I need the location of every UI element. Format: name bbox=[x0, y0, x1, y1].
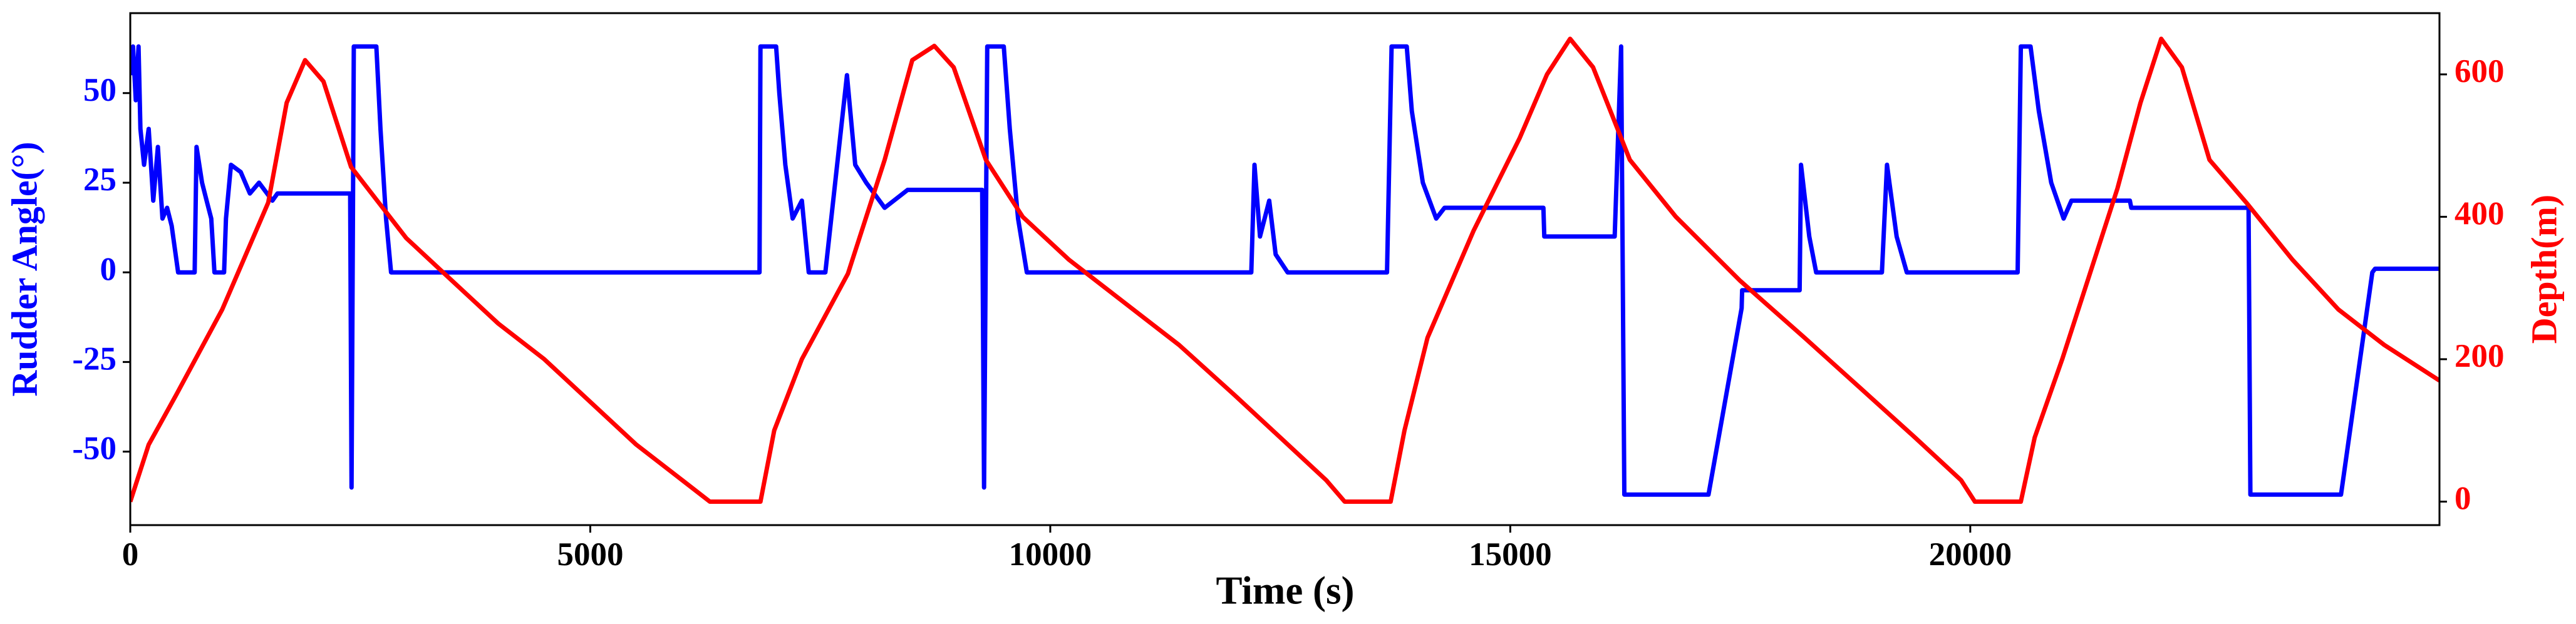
y2-tick-label: 200 bbox=[2454, 338, 2505, 374]
data-line bbox=[130, 36, 2439, 504]
y-tick-label: -25 bbox=[72, 341, 116, 377]
x-tick-label: 10000 bbox=[1009, 536, 1092, 573]
y-tick-label: 0 bbox=[100, 251, 117, 287]
plot-frame bbox=[129, 12, 2441, 526]
y2-tick-label: 0 bbox=[2454, 481, 2471, 517]
y-tick-label: 25 bbox=[83, 161, 116, 198]
y2-axis-title: Depth(m) bbox=[2523, 195, 2564, 344]
x-tick-label: 15000 bbox=[1469, 536, 1552, 573]
y-tick-label: -50 bbox=[72, 431, 116, 467]
y2-tick-label: 400 bbox=[2454, 196, 2505, 232]
y2-tick-label: 600 bbox=[2454, 53, 2505, 90]
x-axis-title: Time (s) bbox=[1216, 568, 1354, 612]
data-line bbox=[130, 44, 2439, 497]
x-tick-label: 0 bbox=[122, 536, 139, 573]
y-axis-title: Rudder Angle(°) bbox=[4, 141, 44, 396]
y-tick-label: 50 bbox=[83, 72, 116, 108]
x-tick-label: 20000 bbox=[1929, 536, 2012, 573]
x-tick-label: 5000 bbox=[557, 536, 623, 573]
